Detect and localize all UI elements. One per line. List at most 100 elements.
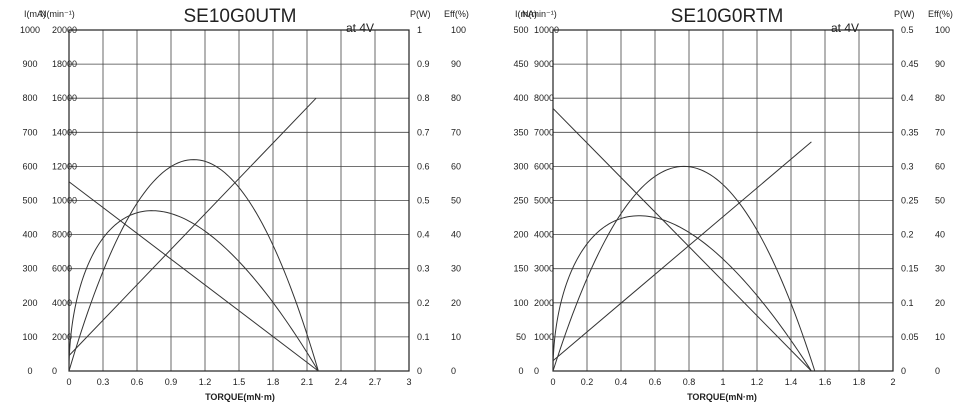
x-axis: 0 0.3 0.6 0.9 1.2 1.5 1.8 2.1 2.4 2.7 3 TORQUE(mN·m… — [66, 377, 411, 402]
axis-tick-label: 10 — [935, 332, 945, 342]
axis-tick-label: 6000 — [534, 161, 554, 171]
axis-tick-label: 0.9 — [417, 59, 430, 69]
axis-tick-label: 8000 — [52, 230, 72, 240]
axis-tick-label: 800 — [22, 93, 37, 103]
axis-tick-label: 500 — [513, 25, 528, 35]
axis-tick-label: 12000 — [52, 161, 77, 171]
x-tick-label: 0.6 — [649, 377, 662, 387]
axis-tick-label: 0.2 — [901, 230, 914, 240]
x-tick-label: 2 — [890, 377, 895, 387]
axis-tick-label: 0 — [27, 366, 32, 376]
axis-tick-label: 100 — [22, 332, 37, 342]
axis-tick-label: 60 — [451, 161, 461, 171]
x-axis-label: TORQUE(mN·m) — [205, 392, 275, 402]
x-axis-label: TORQUE(mN·m) — [687, 392, 757, 402]
x-tick-label: 0 — [550, 377, 555, 387]
axis-tick-label: 600 — [22, 161, 37, 171]
axis-label: Eff(%) — [444, 9, 469, 19]
x-tick-label: 2.4 — [335, 377, 348, 387]
axis-tick-label: 60 — [935, 161, 945, 171]
x-tick-label: 1.4 — [785, 377, 798, 387]
x-tick-label: 2.1 — [301, 377, 314, 387]
series-p-curve — [68, 159, 319, 372]
axis-tick-label: 7000 — [534, 127, 554, 137]
axis-tick-label: 8000 — [534, 93, 554, 103]
axis-tick-label: 1000 — [534, 332, 554, 342]
axis-tick-label: 0 — [534, 366, 539, 376]
axis-tick-label: 0 — [935, 366, 940, 376]
chart-title: SE10G0UTM — [184, 6, 297, 27]
grid — [552, 29, 894, 372]
axis-tick-label: 900 — [22, 59, 37, 69]
series-eff-curve — [68, 210, 319, 372]
axis-tick-label: 100 — [513, 298, 528, 308]
x-tick-label: 0.6 — [131, 377, 144, 387]
axis-tick-label: 50 — [935, 196, 945, 206]
axis-label: N(min⁻¹) — [522, 9, 557, 19]
axis-tick-label: 0.2 — [417, 298, 430, 308]
x-tick-label: 0.2 — [581, 377, 594, 387]
axis-tick-label: 4000 — [52, 298, 72, 308]
axis-tick-label: 0.4 — [417, 230, 430, 240]
x-tick-label: 3 — [406, 377, 411, 387]
axis-tick-label: 10 — [451, 332, 461, 342]
axis-tick-label: 9000 — [534, 59, 554, 69]
axis-tick-label: 90 — [935, 59, 945, 69]
axis-tick-label: 100 — [451, 25, 466, 35]
plot-frame — [68, 29, 410, 372]
axis-tick-label: 16000 — [52, 93, 77, 103]
axis-tick-label: 6000 — [52, 264, 72, 274]
axis-label: P(W) — [894, 9, 915, 19]
axis-label: N(min⁻¹) — [40, 9, 75, 19]
axis-tick-label: 0 — [518, 366, 523, 376]
axis-tick-label: 4000 — [534, 230, 554, 240]
axis-tick-label: 2000 — [52, 332, 72, 342]
x-tick-label: 1.5 — [233, 377, 246, 387]
axis-tick-label: 0.05 — [901, 332, 919, 342]
chart-subtitle: at 4V — [346, 21, 374, 35]
axis-tick-label: 0.5 — [417, 196, 430, 206]
axis-tick-label: 100 — [935, 25, 950, 35]
series-eff-curve — [552, 215, 812, 372]
axis-tick-label: 0.25 — [901, 196, 919, 206]
x-tick-label: 1.2 — [751, 377, 764, 387]
axis-tick-label: 70 — [935, 127, 945, 137]
x-tick-label: 1.6 — [819, 377, 832, 387]
axis-tick-label: 80 — [451, 93, 461, 103]
axis-tick-label: 0.3 — [901, 161, 914, 171]
axis-tick-label: 90 — [451, 59, 461, 69]
axis-tick-label: 50 — [451, 196, 461, 206]
axis-tick-label: 0 — [52, 366, 57, 376]
axis-label: Eff(%) — [928, 9, 953, 19]
axis-tick-label: 70 — [451, 127, 461, 137]
axis-tick-label: 300 — [513, 161, 528, 171]
axis-tick-label: 40 — [451, 230, 461, 240]
axis-tick-label: 40 — [935, 230, 945, 240]
axis-tick-label: 200 — [513, 230, 528, 240]
axis-tick-label: 400 — [513, 93, 528, 103]
right-axis-2: Eff(%) 0 10 20 30 40 50 60 70 80 90 100 — [928, 9, 953, 376]
x-tick-label: 0.8 — [683, 377, 696, 387]
axis-tick-label: 0.3 — [417, 264, 430, 274]
axis-tick-label: 0.35 — [901, 127, 919, 137]
axis-tick-label: 1 — [417, 25, 422, 35]
axis-tick-label: 0.4 — [901, 93, 914, 103]
left-axis-1: I(mA) 0 100 200 300 400 500 600 700 800 900 1000 — [20, 9, 46, 376]
plot-frame — [552, 29, 894, 372]
axis-tick-label: 20 — [935, 298, 945, 308]
axis-tick-label: 0.45 — [901, 59, 919, 69]
x-tick-label: 1.2 — [199, 377, 212, 387]
series-group — [68, 97, 319, 372]
axis-tick-label: 0.1 — [901, 298, 914, 308]
axis-tick-label: 350 — [513, 127, 528, 137]
x-tick-label: 0.9 — [165, 377, 178, 387]
axis-tick-label: 400 — [22, 230, 37, 240]
chart-title: SE10G0RTM — [671, 6, 784, 27]
x-tick-label: 1.8 — [267, 377, 280, 387]
axis-tick-label: 1000 — [20, 25, 40, 35]
x-tick-label: 2.7 — [369, 377, 382, 387]
axis-label: I(mA) — [515, 9, 537, 19]
series-i-curve — [552, 141, 812, 362]
